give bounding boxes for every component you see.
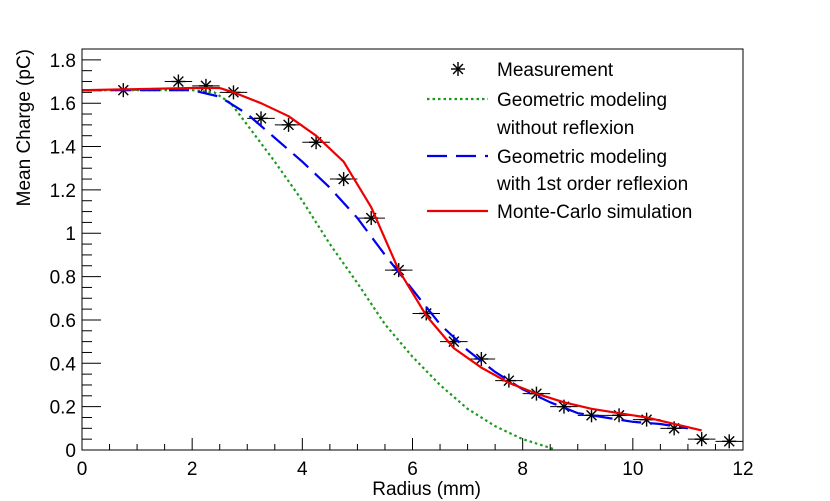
x-tick-label: 2 [187, 459, 198, 480]
y-tick-label: 0.6 [50, 311, 76, 332]
series-line-geometric-no-reflexion [82, 89, 557, 450]
measurement-point [309, 135, 324, 150]
legend-label-geometric-no-reflexion-2: without reflexion [496, 118, 634, 139]
series-line-geometric-reflexion [82, 89, 689, 430]
y-axis-title: Mean Charge (pC) [14, 49, 35, 206]
legend: Measurement Geometric modeling without r… [427, 60, 692, 223]
x-tick-label: 0 [77, 459, 88, 480]
x-tick-label: 4 [297, 459, 308, 480]
x-axis-title: Radius (mm) [372, 479, 481, 500]
legend-label-geometric-reflexion-1: Geometric modeling [497, 147, 667, 168]
legend-label-monte-carlo: Monte-Carlo simulation [497, 202, 692, 223]
measurement-point [474, 351, 489, 366]
y-tick-label: 1.6 [50, 94, 76, 115]
y-tick-label: 1.4 [50, 138, 77, 159]
axes: 0 2 4 6 8 10 12 0 0.2 0.4 0.6 0.8 1 1.2 1.4 1.6 1.8 [50, 48, 754, 480]
measurement-point [336, 172, 351, 187]
legend-marker-measurement [451, 62, 465, 76]
y-tick-label: 0.8 [50, 268, 76, 289]
legend-star-marker [451, 62, 465, 76]
measurement-point [722, 434, 737, 449]
x-tick-label: 6 [407, 459, 418, 480]
measurement-point [694, 432, 709, 447]
legend-label-geometric-reflexion-2: with 1st order reflexion [496, 174, 688, 195]
measurement-point [198, 78, 213, 93]
legend-label-geometric-no-reflexion-1: Geometric modeling [497, 90, 667, 111]
series-layer [82, 74, 743, 450]
y-tick-label: 0 [65, 441, 76, 462]
legend-label-measurement: Measurement [497, 60, 614, 81]
measurement-point [254, 111, 269, 126]
y-tick-label: 1 [65, 224, 76, 245]
y-tick-label: 1.2 [50, 181, 76, 202]
y-tick-label: 0.2 [50, 398, 76, 419]
measurement-point [171, 74, 186, 89]
series-line-monte-carlo [82, 86, 702, 432]
y-tick-label: 1.8 [50, 51, 76, 72]
measurement-point [281, 117, 296, 132]
x-tick-label: 8 [517, 459, 528, 480]
y-tick-label: 0.4 [50, 354, 77, 375]
x-tick-label: 10 [622, 459, 643, 480]
x-tick-label: 12 [732, 459, 753, 480]
